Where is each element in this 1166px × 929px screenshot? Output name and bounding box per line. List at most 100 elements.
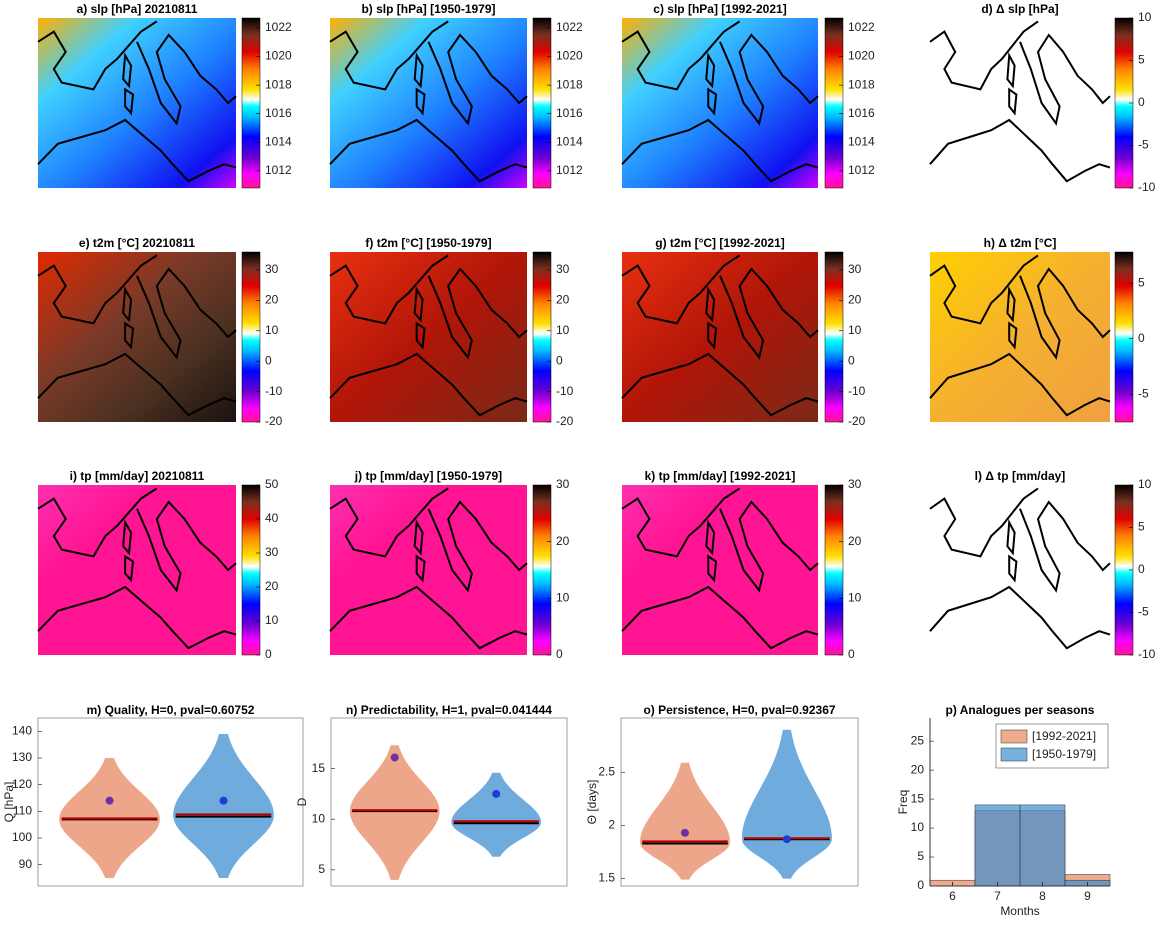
colorbar-tick-label: 1012 bbox=[556, 163, 583, 177]
colorbar-tick-label: 10 bbox=[848, 591, 862, 605]
colorbar-tick-label: -20 bbox=[848, 414, 866, 428]
panel-title: a) slp [hPa] 20210811 bbox=[77, 2, 198, 16]
y-axis-label: Freq bbox=[896, 790, 910, 815]
colorbar bbox=[1114, 251, 1134, 423]
map-field bbox=[930, 485, 1110, 655]
colorbar-tick-label: 1016 bbox=[556, 106, 583, 120]
colorbar-tick-label: 20 bbox=[556, 534, 570, 548]
coastline bbox=[123, 55, 131, 86]
coastline bbox=[930, 488, 1038, 556]
y-tick-label: 140 bbox=[12, 724, 32, 738]
panel-title: m) Quality, H=0, pval=0.60752 bbox=[87, 703, 255, 717]
colorbar bbox=[824, 251, 844, 423]
violin bbox=[741, 729, 832, 879]
colorbar-tick-label: 20 bbox=[265, 293, 279, 307]
legend-label: [1992-2021] bbox=[1032, 729, 1096, 743]
coastline bbox=[1020, 35, 1110, 123]
legend-label: [1950-1979] bbox=[1032, 747, 1096, 761]
coastline bbox=[123, 522, 131, 553]
coastline bbox=[137, 502, 236, 590]
plot-frame bbox=[330, 717, 568, 887]
coastline bbox=[38, 587, 236, 648]
colorbar-tick-label: 0 bbox=[848, 353, 855, 367]
colorbar-tick-label: 0 bbox=[265, 647, 272, 661]
coastline bbox=[429, 35, 528, 123]
coastline-group bbox=[38, 488, 236, 648]
colorbar-tick-label: -10 bbox=[1138, 180, 1156, 194]
event-point bbox=[492, 789, 501, 798]
event-point bbox=[105, 796, 114, 805]
coastline bbox=[137, 35, 236, 123]
coastline bbox=[622, 255, 740, 323]
coastline-group bbox=[330, 255, 527, 415]
colorbar bbox=[532, 484, 552, 656]
colorbar-tick-label: 30 bbox=[848, 262, 862, 276]
colorbar-tick-label: 1012 bbox=[848, 163, 875, 177]
coastline bbox=[622, 120, 818, 181]
plot-frame bbox=[620, 717, 859, 887]
colorbar-tick-label: 5 bbox=[1138, 520, 1145, 534]
panel-title: e) t2m [°C] 20210811 bbox=[79, 236, 196, 250]
map-field bbox=[622, 485, 818, 655]
colorbar-tick-label: 1020 bbox=[556, 49, 583, 63]
colorbar-tick-label: -10 bbox=[265, 384, 283, 398]
colorbar bbox=[241, 17, 261, 189]
colorbar-tick-label: 1012 bbox=[265, 163, 292, 177]
plot-frame bbox=[37, 717, 304, 887]
colorbar-tick-label: 30 bbox=[265, 262, 279, 276]
coastline bbox=[38, 21, 157, 89]
panel-title: o) Persistence, H=0, pval=0.92367 bbox=[643, 703, 835, 717]
violin bbox=[451, 772, 541, 857]
colorbar-tick-label: 1018 bbox=[265, 77, 292, 91]
violin bbox=[640, 762, 730, 880]
y-axis-label: Q [hPa] bbox=[2, 782, 16, 823]
panel-title: j) tp [mm/day] [1950-1979] bbox=[354, 469, 502, 483]
colorbar-tick-label: -5 bbox=[1138, 386, 1149, 400]
coastline bbox=[930, 120, 1110, 181]
coastline bbox=[417, 556, 425, 580]
y-tick-label: 25 bbox=[911, 733, 925, 747]
coastline bbox=[1009, 89, 1016, 113]
y-tick-label: 90 bbox=[19, 857, 33, 871]
coastline-group bbox=[930, 255, 1110, 415]
colorbar bbox=[532, 251, 552, 423]
coastline bbox=[38, 354, 236, 415]
coastline bbox=[930, 587, 1110, 648]
colorbar-tick-label: 10 bbox=[1138, 477, 1152, 491]
coastline bbox=[330, 255, 448, 323]
map-field bbox=[330, 252, 527, 422]
map-field bbox=[330, 18, 527, 188]
colorbar-tick-label: 1014 bbox=[848, 134, 875, 148]
colorbar-tick-label: 1022 bbox=[265, 20, 292, 34]
y-tick-label: 130 bbox=[12, 750, 32, 764]
colorbar-tick-label: 1022 bbox=[556, 20, 583, 34]
coastline bbox=[720, 35, 818, 123]
panel-title: b) slp [hPa] [1950-1979] bbox=[361, 2, 495, 16]
coastline bbox=[429, 269, 528, 357]
coastline bbox=[330, 488, 448, 556]
coastline bbox=[415, 289, 423, 320]
map-field bbox=[622, 18, 818, 188]
coastline-group bbox=[930, 21, 1110, 181]
y-tick-label: 15 bbox=[312, 761, 326, 775]
map-field bbox=[38, 18, 236, 188]
y-axis-label: D bbox=[295, 797, 309, 806]
coastline bbox=[38, 488, 157, 556]
coastline bbox=[415, 522, 423, 553]
coastline bbox=[417, 323, 425, 347]
violin bbox=[349, 745, 440, 880]
coastline bbox=[1009, 323, 1016, 347]
y-tick-label: 2 bbox=[608, 818, 615, 832]
colorbar-tick-label: 10 bbox=[556, 323, 570, 337]
colorbar-tick-label: 1018 bbox=[848, 77, 875, 91]
colorbar-tick-label: -5 bbox=[1138, 605, 1149, 619]
colorbar bbox=[824, 17, 844, 189]
coastline bbox=[1020, 502, 1110, 590]
coastline bbox=[415, 55, 423, 86]
y-tick-label: 5 bbox=[318, 862, 325, 876]
colorbar-tick-label: -10 bbox=[556, 384, 574, 398]
legend-swatch bbox=[1000, 729, 1028, 744]
y-tick-label: 120 bbox=[12, 777, 32, 791]
coastline bbox=[720, 502, 818, 590]
coastline bbox=[38, 255, 157, 323]
